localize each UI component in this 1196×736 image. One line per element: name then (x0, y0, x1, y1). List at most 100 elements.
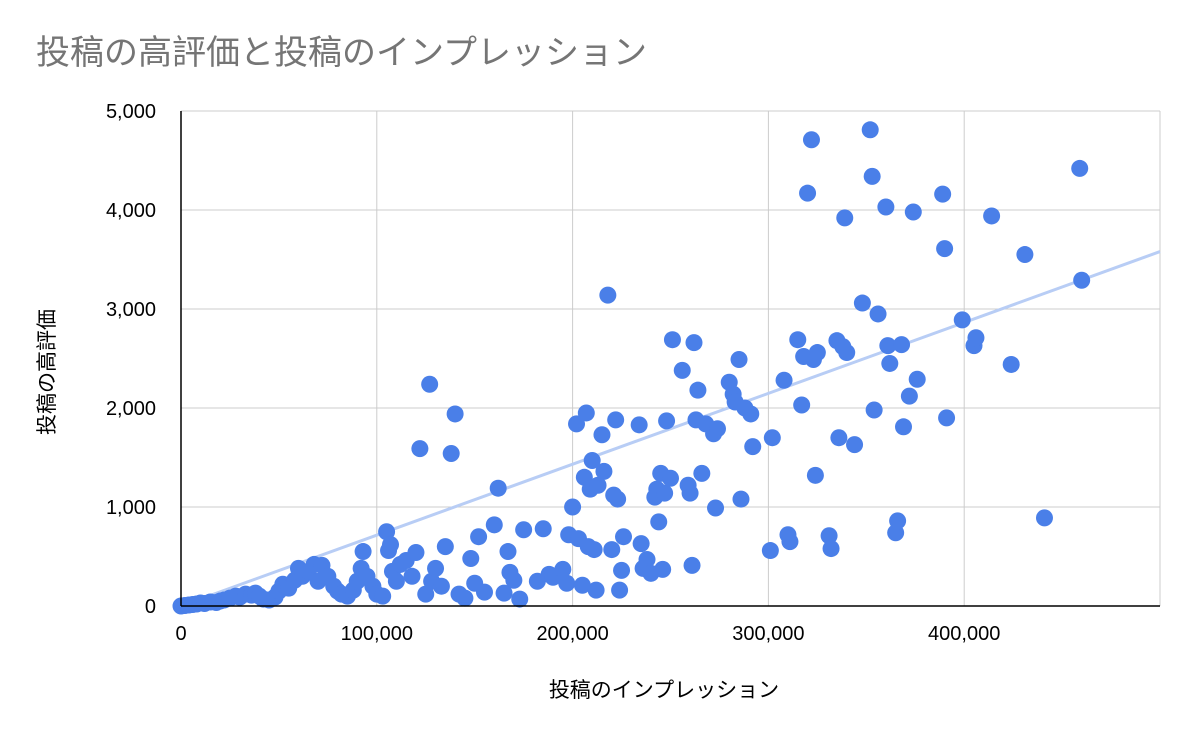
data-point (387, 572, 405, 590)
axes (180, 111, 1160, 607)
data-point (761, 542, 779, 560)
data-point (802, 131, 820, 149)
data-point (534, 520, 552, 538)
data-point (893, 336, 911, 354)
y-tick-labels: 0 1,000 2,000 3,000 4,000 5,000 (106, 101, 156, 618)
x-tick-label: 400,000 (928, 623, 1000, 645)
data-point (495, 584, 513, 602)
data-point (607, 411, 625, 429)
data-point (417, 585, 435, 603)
x-tick-label: 200,000 (536, 623, 608, 645)
data-point (585, 541, 603, 559)
gridlines (181, 110, 1161, 606)
data-point (421, 375, 439, 393)
x-tick-label: 300,000 (732, 623, 804, 645)
data-point (505, 571, 523, 589)
data-point (654, 560, 672, 578)
data-point (808, 344, 826, 362)
data-point (744, 438, 762, 456)
data-point (587, 581, 605, 599)
data-point (611, 581, 629, 599)
data-point (693, 464, 711, 482)
data-point (732, 490, 750, 508)
data-point (879, 337, 897, 355)
data-point (863, 167, 881, 185)
data-point (838, 344, 856, 362)
data-point (658, 412, 676, 430)
y-tick-label: 0 (145, 596, 156, 618)
data-point (806, 466, 824, 484)
data-point (656, 484, 674, 502)
x-tick-label: 0 (175, 623, 186, 645)
data-point (613, 561, 631, 579)
data-point (411, 440, 429, 458)
data-point (475, 583, 493, 601)
data-point (869, 305, 887, 323)
data-point (489, 479, 507, 497)
trendline (180, 250, 1161, 608)
data-point (707, 499, 725, 517)
x-axis-label: 投稿のインプレッション (549, 678, 779, 702)
data-point (632, 535, 650, 553)
data-point (577, 404, 595, 422)
data-point (558, 574, 576, 592)
data-point (485, 516, 503, 534)
data-point (865, 401, 883, 419)
data-point (781, 533, 799, 551)
data-point (820, 527, 838, 545)
y-tick-label: 3,000 (106, 299, 156, 321)
data-point (830, 429, 848, 447)
data-point (763, 429, 781, 447)
data-point (775, 371, 793, 389)
data-point (1073, 271, 1091, 289)
data-point (432, 577, 450, 595)
data-point (967, 329, 985, 347)
data-point (382, 536, 400, 554)
data-point (515, 521, 533, 539)
data-point (673, 361, 691, 379)
data-point (877, 198, 895, 216)
x-tick-label: 100,000 (341, 623, 413, 645)
data-point (1071, 159, 1089, 177)
y-tick-label: 2,000 (106, 398, 156, 420)
data-point (889, 512, 907, 530)
data-point (1016, 246, 1034, 264)
data-point (462, 549, 480, 567)
data-point (609, 490, 627, 508)
data-point (378, 523, 396, 541)
data-point (403, 567, 421, 585)
data-point (895, 418, 913, 436)
data-point (638, 550, 656, 568)
data-point (953, 311, 971, 329)
data-point (900, 387, 918, 405)
data-point (599, 286, 617, 304)
data-point (793, 396, 811, 414)
data-point (663, 331, 681, 349)
data-point (681, 484, 699, 502)
data-point (822, 540, 840, 558)
data-point (407, 544, 425, 562)
data-point (630, 416, 648, 434)
data-point (936, 240, 954, 258)
data-point (427, 559, 445, 577)
data-point (354, 543, 372, 561)
data-point (846, 436, 864, 454)
y-tick-label: 4,000 (106, 200, 156, 222)
chart-title: 投稿の高評価と投稿のインプレッション (36, 33, 647, 73)
data-point (708, 420, 726, 438)
data-point (730, 350, 748, 368)
data-point (789, 331, 807, 349)
data-point (511, 590, 529, 608)
data-point (589, 476, 607, 494)
trendline-layer (180, 250, 1161, 608)
data-point (685, 334, 703, 352)
data-point (568, 415, 586, 433)
x-tick-labels: 0 100,000 200,000 300,000 400,000 (175, 623, 1000, 645)
data-point (836, 209, 854, 227)
data-point (583, 451, 601, 469)
data-point (742, 405, 760, 423)
data-point (374, 587, 392, 605)
data-point (442, 445, 460, 463)
data-point (904, 203, 922, 221)
